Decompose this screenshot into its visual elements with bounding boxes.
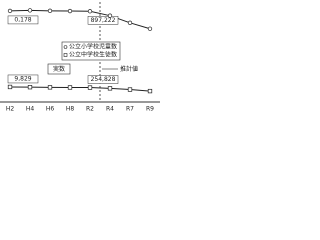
label-box [7,15,39,25]
legend-marker [63,45,68,49]
legend-label: 公立小学校児童数 [69,43,117,51]
point [7,8,13,14]
legend-label: 公立中学校生徒数 [69,51,117,59]
point [147,88,153,94]
x-tick-label: H2 [6,106,15,113]
point [27,8,33,13]
point [67,85,73,90]
x-tick-label: R7 [126,106,134,113]
point [7,84,13,90]
point [147,26,153,31]
annotation: 実数 [53,65,65,73]
value-label: 9,829 [14,75,31,82]
legend [61,41,121,61]
chart: 実数 推計値 H2 H4 H6 H8 R2 R4 R7 R9 0,178 897,222 公立小学校… [0,2,160,113]
x-tick-label: R2 [86,106,94,113]
point [67,8,73,14]
value-label: 0,178 [14,16,31,23]
point [47,85,53,90]
point [127,20,133,25]
legend-marker [63,53,68,57]
page: {"chart_data": {"type": "line", "categor… [0,0,160,120]
point [87,85,93,90]
value-label: 254,828 [91,76,116,83]
point [107,13,113,18]
series-line [9,9,151,30]
point [27,85,33,90]
x-tick-label: R4 [106,106,114,113]
point [87,9,93,14]
x-tick-label: R9 [146,106,154,113]
x-tick-label: H4 [26,106,35,113]
point [127,87,133,92]
annotation: 推計値 [120,65,138,73]
point [107,86,113,91]
point [47,8,53,13]
x-tick-label: H6 [46,106,55,113]
label-box [7,74,39,84]
label-box [87,16,119,25]
annotation-box [47,63,71,75]
x-tick-label: H8 [66,106,75,113]
value-label: 897,222 [91,17,116,24]
series-line [9,86,151,92]
label-box [87,75,119,84]
